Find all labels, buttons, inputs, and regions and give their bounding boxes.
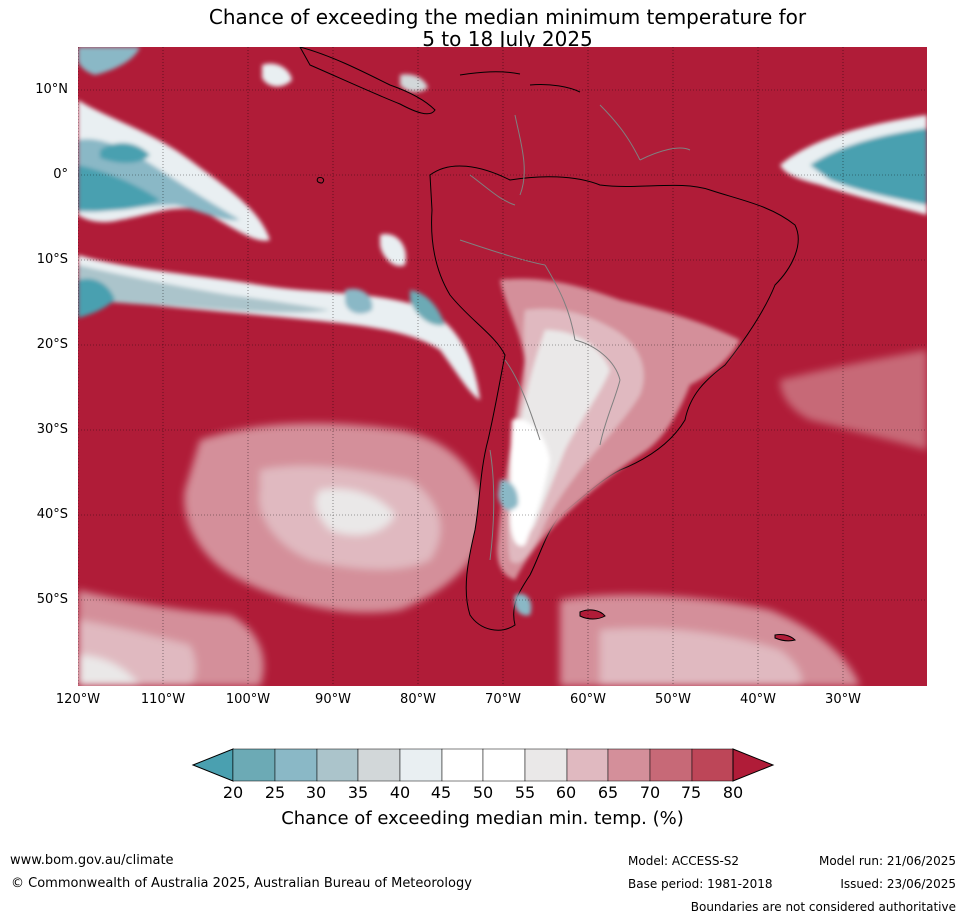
colorbar-label: Chance of exceeding median min. temp. (%… <box>281 808 684 829</box>
colorbar-bin-35-40 <box>357 748 401 782</box>
website-link[interactable]: www.bom.gov.au/climate <box>10 853 174 868</box>
country-borders <box>459 104 691 561</box>
lon-label-40w: 40°W <box>740 692 776 707</box>
atlantic-anomaly <box>780 115 927 215</box>
colorbar-high-arrow <box>732 748 775 782</box>
lat-label-40s: 40°S <box>36 507 68 522</box>
lon-label-120w: 120°W <box>55 692 101 707</box>
pacific-anomalies <box>78 47 480 400</box>
graticule <box>78 47 927 686</box>
colorbar-tick-35: 35 <box>347 783 369 802</box>
colorbar-bin-45-50 <box>441 748 484 782</box>
southern-anomalies <box>78 350 927 686</box>
colorbar-tick-25: 25 <box>264 783 286 802</box>
lon-label-100w: 100°W <box>225 692 271 707</box>
copyright-text: © Commonwealth of Australia 2025, Austra… <box>11 876 472 891</box>
colorbar-bin-65-70 <box>607 748 651 782</box>
colorbar-tick-20: 20 <box>222 783 244 802</box>
lat-label-20s: 20°S <box>36 337 68 352</box>
issued-text: Issued: 23/06/2025 <box>840 877 956 891</box>
lon-label-90w: 90°W <box>315 692 351 707</box>
lat-label-10s: 10°S <box>36 252 68 267</box>
lat-label-50s: 50°S <box>36 592 68 607</box>
colorbar-bin-20-25 <box>232 748 276 782</box>
lon-label-80w: 80°W <box>400 692 436 707</box>
colorbar-tick-65: 65 <box>597 783 619 802</box>
lon-label-60w: 60°W <box>570 692 606 707</box>
colorbar-tick-80: 80 <box>722 783 744 802</box>
colorbar-tick-60: 60 <box>555 783 577 802</box>
map-title-line1: Chance of exceeding the median minimum t… <box>208 5 807 29</box>
colorbar-bin-60-65 <box>566 748 609 782</box>
colorbar-bin-25-30 <box>274 748 318 782</box>
colorbar-bin-50-55 <box>482 748 526 782</box>
colorbar-bin-40-45 <box>399 748 443 782</box>
colorbar-tick-55: 55 <box>514 783 536 802</box>
lat-label-0: 0° <box>53 167 68 182</box>
model-text: Model: ACCESS-S2 <box>628 854 740 868</box>
base-period-text: Base period: 1981-2018 <box>628 877 773 891</box>
colorbar-low-arrow <box>191 748 234 782</box>
colorbar-bin-30-35 <box>316 748 359 782</box>
colorbar-tick-45: 45 <box>430 783 452 802</box>
lon-label-30w: 30°W <box>825 692 861 707</box>
lat-label-10n: 10°N <box>35 82 68 97</box>
disclaimer-text: Boundaries are not considered authoritat… <box>690 900 956 914</box>
colorbar-tick-75: 75 <box>680 783 702 802</box>
lon-label-70w: 70°W <box>485 692 521 707</box>
colorbar-tick-40: 40 <box>389 783 411 802</box>
colorbar-bin-75-80 <box>691 748 734 782</box>
colorbar-bin-55-60 <box>524 748 568 782</box>
colorbar-tick-70: 70 <box>639 783 661 802</box>
colorbar-bin-70-75 <box>649 748 693 782</box>
probability-map <box>78 47 927 686</box>
lon-label-110w: 110°W <box>140 692 186 707</box>
lat-label-30s: 30°S <box>36 422 68 437</box>
lon-label-50w: 50°W <box>655 692 691 707</box>
model-run-text: Model run: 21/06/2025 <box>818 854 956 868</box>
colorbar-tick-30: 30 <box>305 783 327 802</box>
colorbar-tick-50: 50 <box>472 783 494 802</box>
